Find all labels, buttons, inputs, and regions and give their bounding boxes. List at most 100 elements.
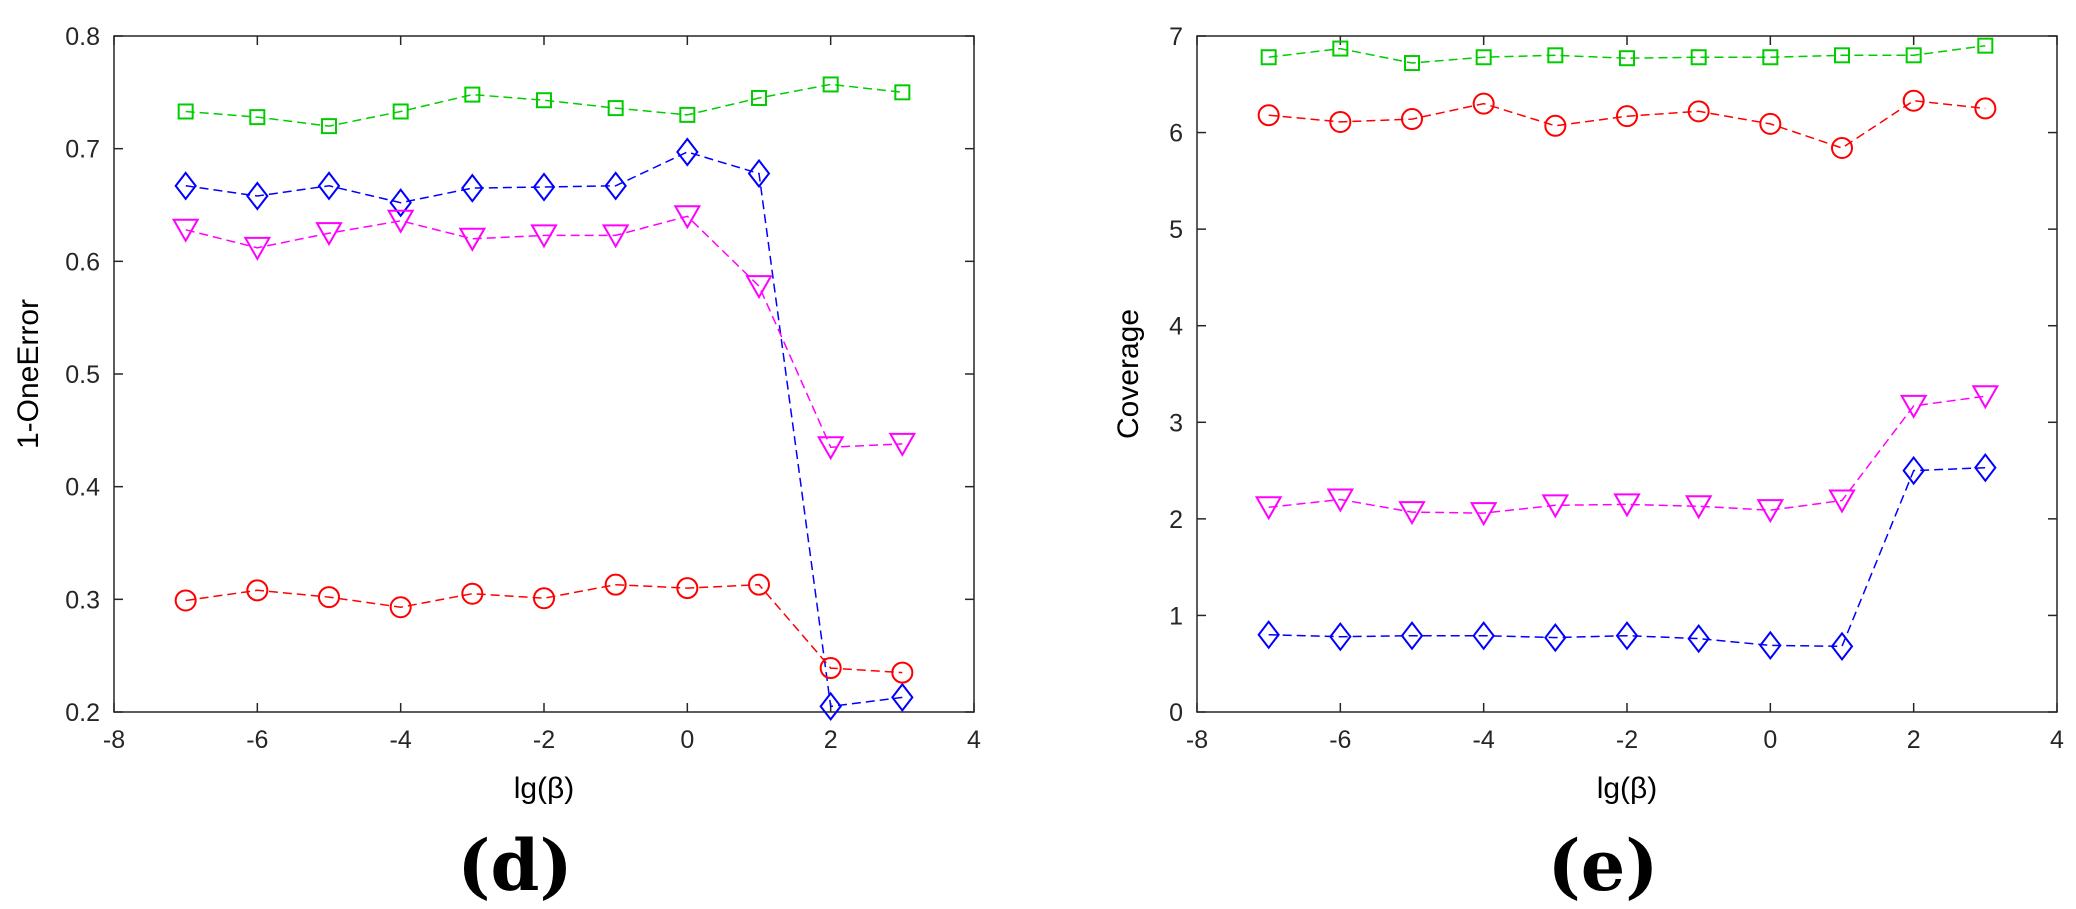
data-point — [533, 587, 555, 610]
series-line — [185, 151, 903, 708]
data-point — [1834, 47, 1850, 64]
y-tick-label: 1 — [1169, 602, 1183, 630]
y-tick-label: 6 — [1169, 120, 1183, 148]
data-point — [891, 661, 914, 684]
data-point — [1469, 502, 1498, 527]
x-tick-label: 0 — [680, 726, 694, 754]
data-point — [1613, 493, 1641, 518]
plot-area — [113, 35, 975, 713]
data-point — [894, 84, 911, 101]
data-point — [1756, 499, 1785, 524]
x-tick-label: -6 — [246, 726, 268, 754]
data-point — [1257, 104, 1280, 127]
data-point — [318, 586, 340, 609]
x-tick-label: -8 — [1186, 726, 1208, 754]
y-tick-label: 0 — [1169, 699, 1183, 727]
x-tick-label: -6 — [1329, 726, 1351, 754]
data-point — [317, 171, 341, 201]
series-line — [1268, 99, 1986, 149]
x-tick-label: 2 — [824, 726, 838, 754]
y-tick-label: 0.7 — [65, 136, 100, 164]
data-point — [249, 109, 266, 126]
series-green-square — [177, 76, 911, 135]
data-point — [1475, 49, 1492, 66]
data-point — [1905, 47, 1922, 64]
series-line — [1268, 466, 1986, 648]
data-point — [1615, 621, 1639, 651]
y-tick-label: 0.5 — [65, 361, 100, 389]
data-point — [177, 103, 194, 120]
data-point — [1398, 501, 1426, 526]
data-point — [679, 106, 696, 123]
data-point — [1472, 621, 1495, 651]
data-point — [1329, 622, 1352, 652]
data-point — [1830, 631, 1854, 661]
data-point — [530, 224, 558, 249]
series-line — [185, 83, 903, 127]
data-point — [532, 172, 556, 202]
series-line — [185, 583, 903, 674]
data-point — [1260, 49, 1277, 66]
data-point — [1544, 622, 1567, 653]
series-blue-diamond — [174, 137, 914, 722]
data-point — [1684, 495, 1713, 520]
data-point — [1974, 97, 1997, 120]
data-point — [1541, 494, 1570, 519]
y-tick-label: 0.3 — [65, 586, 100, 614]
y-tick-label: 0.8 — [65, 23, 100, 51]
x-axis-label: lg(β) — [1597, 772, 1658, 805]
data-point — [1329, 110, 1352, 133]
data-point — [1902, 89, 1925, 112]
data-point — [458, 227, 487, 252]
data-point — [1404, 55, 1420, 72]
data-point — [246, 181, 269, 211]
series-magenta-triangle — [1254, 385, 2000, 527]
data-point — [464, 86, 481, 103]
y-tick-label: 0.4 — [65, 474, 100, 502]
data-point — [751, 89, 767, 106]
data-point — [315, 222, 343, 247]
y-tick-label: 0.2 — [65, 699, 100, 727]
data-point — [1254, 496, 1283, 521]
data-point — [1547, 47, 1564, 64]
data-point — [676, 137, 699, 167]
x-tick-label: 4 — [2050, 726, 2064, 754]
series-line — [185, 215, 903, 448]
data-point — [1902, 455, 1925, 486]
chart-panel-d: -8 -6 -4 -2 0 2 4 0.2 0.3 0.4 0.5 0.6 0.7 0.8 lg(β) 1-O… — [12, 23, 981, 907]
data-point — [1687, 623, 1710, 654]
y-tick-label: 7 — [1169, 23, 1183, 51]
data-point — [748, 573, 770, 596]
data-point — [1690, 49, 1707, 66]
x-axis-label: lg(β) — [514, 772, 575, 805]
y-tick-label: 2 — [1169, 506, 1183, 534]
data-point — [891, 682, 914, 712]
data-point — [1400, 621, 1424, 651]
data-point — [822, 76, 839, 93]
data-point — [1544, 114, 1567, 137]
data-point — [1257, 620, 1280, 650]
data-point — [1759, 112, 1782, 135]
data-point — [1899, 394, 1928, 419]
data-point — [676, 577, 699, 600]
data-point — [1616, 105, 1638, 128]
y-axis-label: Coverage — [1112, 309, 1145, 439]
data-point — [1332, 40, 1349, 57]
panel-label: (e) — [1548, 824, 1659, 907]
x-tick-label: -2 — [1616, 726, 1638, 754]
data-point — [1687, 100, 1710, 123]
y-tick-label: 0.6 — [65, 248, 100, 276]
data-point — [819, 657, 842, 680]
data-point — [1828, 489, 1856, 514]
y-tick-label: 3 — [1169, 409, 1183, 437]
data-point — [246, 579, 269, 602]
data-point — [174, 171, 197, 201]
series-line — [1268, 395, 1986, 514]
data-point — [386, 209, 415, 234]
chart-panel-e: -8 -6 -4 -2 0 2 4 0 1 2 3 4 5 6 7 lg(β) Coverage (e) — [1112, 23, 2064, 907]
plot-area — [1196, 35, 2058, 713]
y-tick-label: 4 — [1169, 313, 1183, 341]
series-magenta-triangle — [171, 205, 917, 461]
x-tick-label: 0 — [1763, 726, 1777, 754]
